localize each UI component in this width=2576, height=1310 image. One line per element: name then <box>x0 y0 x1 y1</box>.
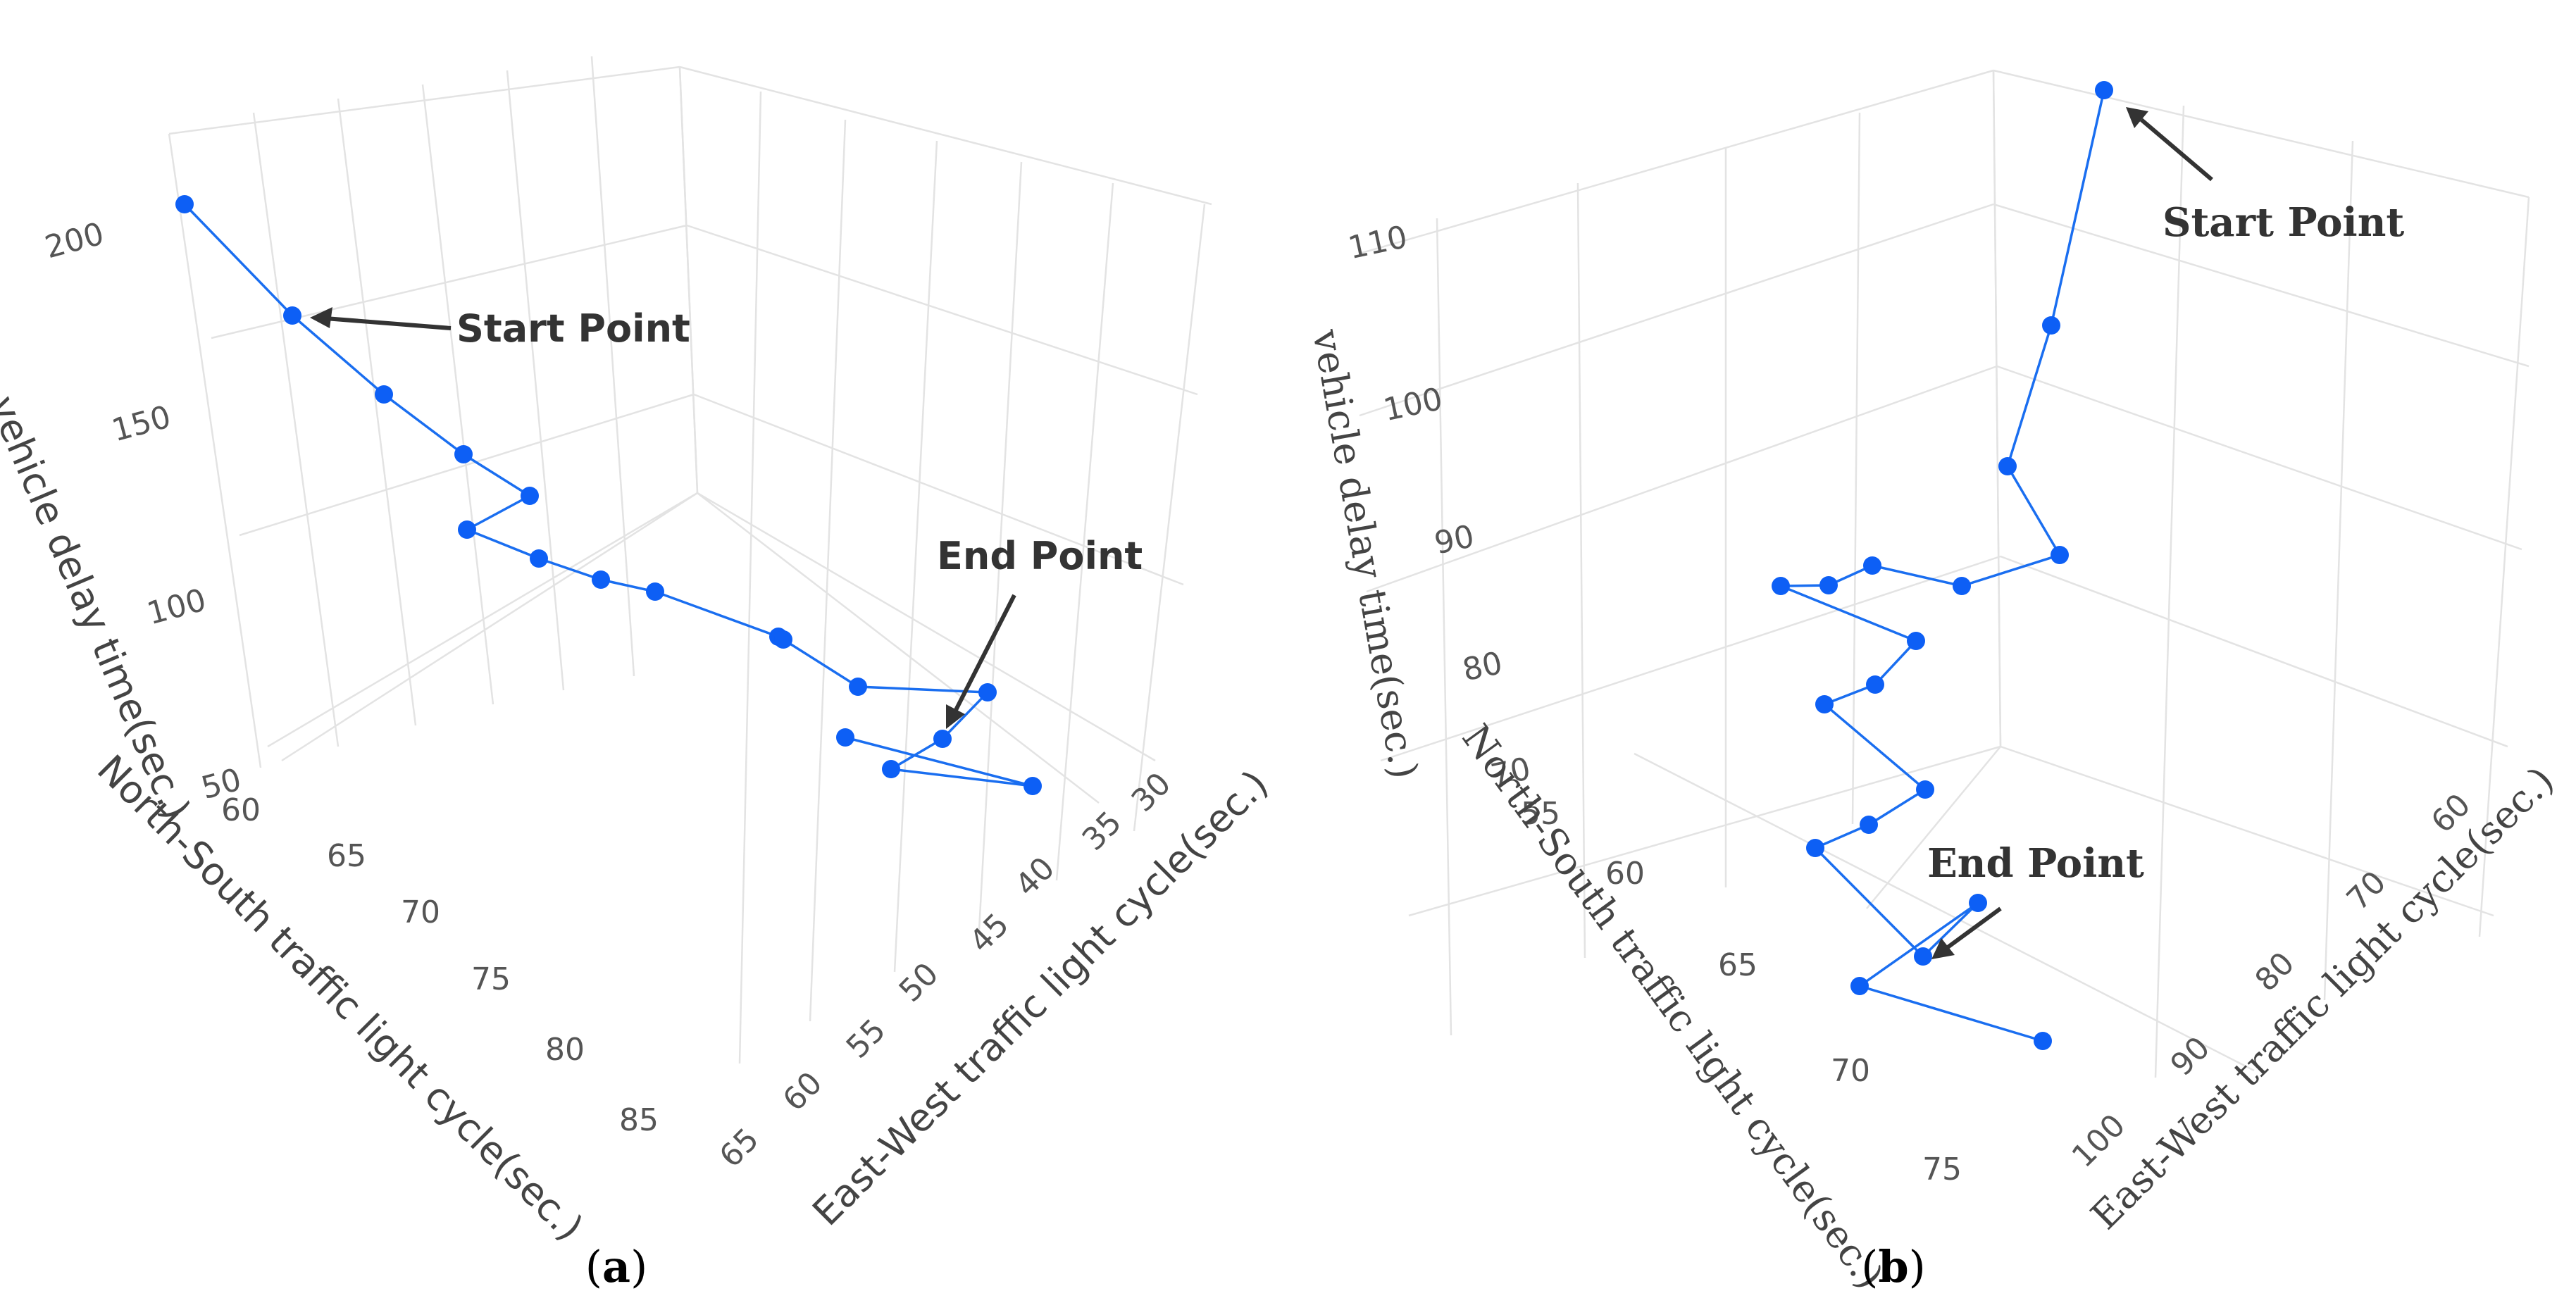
y-tick-a: 60 <box>776 1065 830 1118</box>
y-tick-a: 30 <box>1125 766 1178 819</box>
annotation-end-a: End Point <box>937 534 1143 729</box>
end-annotation-b: End Point <box>1927 840 2144 887</box>
y-axis-label-b: East-West traffic light cycle(sec.) <box>2082 758 2563 1238</box>
start-arrow-a <box>325 316 452 330</box>
data-point-a-10: optimization path: 83 <box>774 630 792 649</box>
x-tick-b: 55 <box>1521 796 1560 832</box>
data-point-a-7: optimization path: 97 <box>592 570 610 589</box>
z-tick-a: 200 <box>42 216 108 266</box>
z-tick-b: 90 <box>1431 518 1477 562</box>
start-annotation-b: Start Point <box>2163 199 2404 246</box>
z-tick-b: 80 <box>1460 645 1505 689</box>
data-point-b-8: optimization path: 80 <box>1907 632 1925 650</box>
z-tick-b: 110 <box>1345 219 1411 266</box>
x-tick-a: 75 <box>471 961 511 997</box>
end-arrow-a <box>953 594 1016 713</box>
x-tick-a: 85 <box>619 1102 659 1138</box>
data-point-b-4: optimization path: 86 <box>1953 577 1971 595</box>
end-annotation-a: End Point <box>937 534 1143 578</box>
x-tick-a: 65 <box>327 838 366 874</box>
data-point-b-14: optimization path: 70 <box>1914 947 1932 966</box>
data-point-b-3: optimization path: 88 <box>2051 546 2069 564</box>
series-line-b <box>1780 89 2105 1042</box>
z-tick-b: 70 <box>1488 751 1533 794</box>
start-arrow-b <box>2140 118 2213 182</box>
end-arrowhead-b <box>1931 938 1955 959</box>
start-arrowhead-a <box>310 307 332 328</box>
data-point-b-16: optimization path: 68 <box>1850 977 1869 995</box>
x-tick-a: 80 <box>545 1032 585 1068</box>
x-tick-b: 75 <box>1922 1152 1962 1187</box>
start-annotation-a: Start Point <box>456 306 690 351</box>
data-point-a-12: optimization path: 67 <box>978 683 997 701</box>
series-a: optimization path: 200 optimization path:… <box>175 195 1042 795</box>
y-tick-b: 80 <box>2248 945 2302 999</box>
y-tick-a: 55 <box>840 1012 893 1066</box>
z-tick-a: 150 <box>108 399 175 449</box>
annotation-end-b: End Point <box>1927 840 2144 959</box>
z-tick-a: 100 <box>144 582 210 632</box>
y-axis-label-a: East-West traffic light cycle(sec.) <box>804 761 1276 1234</box>
data-point-a-3: optimization path: 128 <box>454 445 473 463</box>
data-point-b-1: optimization path: 101 <box>2042 316 2060 335</box>
x-tick-a: 60 <box>221 792 261 828</box>
data-point-b-0: optimization path: 112 <box>2095 81 2113 99</box>
annotation-start-b: Start Point <box>2126 107 2404 246</box>
y-tick-a: 45 <box>963 906 1016 960</box>
start-arrowhead-b <box>2126 107 2148 128</box>
y-tick-a: 35 <box>1076 804 1129 858</box>
x-axis-ticks-b: 55 60 65 70 75 <box>1521 796 1962 1187</box>
data-point-a-1: optimization path: 171 <box>283 306 301 325</box>
data-point-b-9: optimization path: 78 <box>1866 675 1884 694</box>
annotation-start-a: Start Point <box>310 306 690 351</box>
x-tick-b: 70 <box>1831 1053 1870 1089</box>
data-point-a-0: optimization path: 200 <box>175 195 194 213</box>
z-tick-b: 100 <box>1381 381 1446 428</box>
series-b: optimization path: 112 optimization path:… <box>1772 81 2113 1050</box>
data-point-a-15: optimization path: 46 <box>1023 777 1042 795</box>
panel-label-b: (b) <box>1861 1241 1926 1292</box>
data-point-a-14: optimization path: 55 <box>882 760 900 778</box>
data-point-a-16: optimization path: 42 <box>836 728 854 747</box>
y-tick-a: 50 <box>892 956 946 1009</box>
data-point-b-13: optimization path: 71 <box>1806 839 1824 857</box>
end-arrowhead-a <box>946 704 965 729</box>
y-tick-a: 40 <box>1009 850 1062 904</box>
x-tick-a: 70 <box>401 894 440 930</box>
data-point-a-8: optimization path: 94 <box>646 582 664 601</box>
data-point-a-11: optimization path: 75 <box>849 678 867 696</box>
data-point-a-5: optimization path: 103 <box>458 520 476 539</box>
end-arrow-b <box>1946 906 2002 949</box>
data-point-b-12: optimization path: 72 <box>1860 816 1878 834</box>
data-point-b-10: optimization path: 75 <box>1815 695 1834 713</box>
data-point-b-6: optimization path: 84 <box>1819 576 1838 594</box>
chart-panel-b: optimization path: 112 optimization path:… <box>1304 69 2563 1297</box>
data-point-a-4: optimization path: 116 <box>521 487 539 505</box>
y-tick-a: 65 <box>713 1121 766 1175</box>
data-point-a-6: optimization path: 100 <box>530 549 548 568</box>
data-point-b-2: optimization path: 95 <box>1998 457 2017 475</box>
chart-panel-a: optimization path: 200 optimization path:… <box>0 56 1276 1292</box>
data-point-b-5: optimization path: 85 <box>1863 556 1881 575</box>
x-tick-b: 65 <box>1718 947 1757 983</box>
data-point-a-13: optimization path: 60 <box>933 730 952 748</box>
gridlines-a <box>168 56 1212 1064</box>
gridlines-b <box>1359 69 2530 1078</box>
data-point-b-15: optimization path: 69 <box>1969 894 1987 912</box>
data-point-b-7: optimization path: 82 <box>1772 577 1790 595</box>
x-axis-label-b: North-South traffic light cycle(sec.) <box>1453 716 1892 1297</box>
panel-label-a: (a) <box>585 1241 648 1292</box>
data-point-b-17: optimization path: 67 <box>2034 1032 2052 1050</box>
x-axis-label-a: North-South traffic light cycle(sec.) <box>89 747 592 1249</box>
data-point-a-2: optimization path: 147 <box>375 385 393 404</box>
y-tick-b: 100 <box>2065 1107 2132 1174</box>
y-tick-b: 90 <box>2164 1030 2217 1083</box>
data-point-b-11: optimization path: 73 <box>1916 780 1934 799</box>
x-axis-ticks-a: 60 65 70 75 80 85 <box>221 792 659 1138</box>
x-tick-b: 60 <box>1605 856 1645 892</box>
